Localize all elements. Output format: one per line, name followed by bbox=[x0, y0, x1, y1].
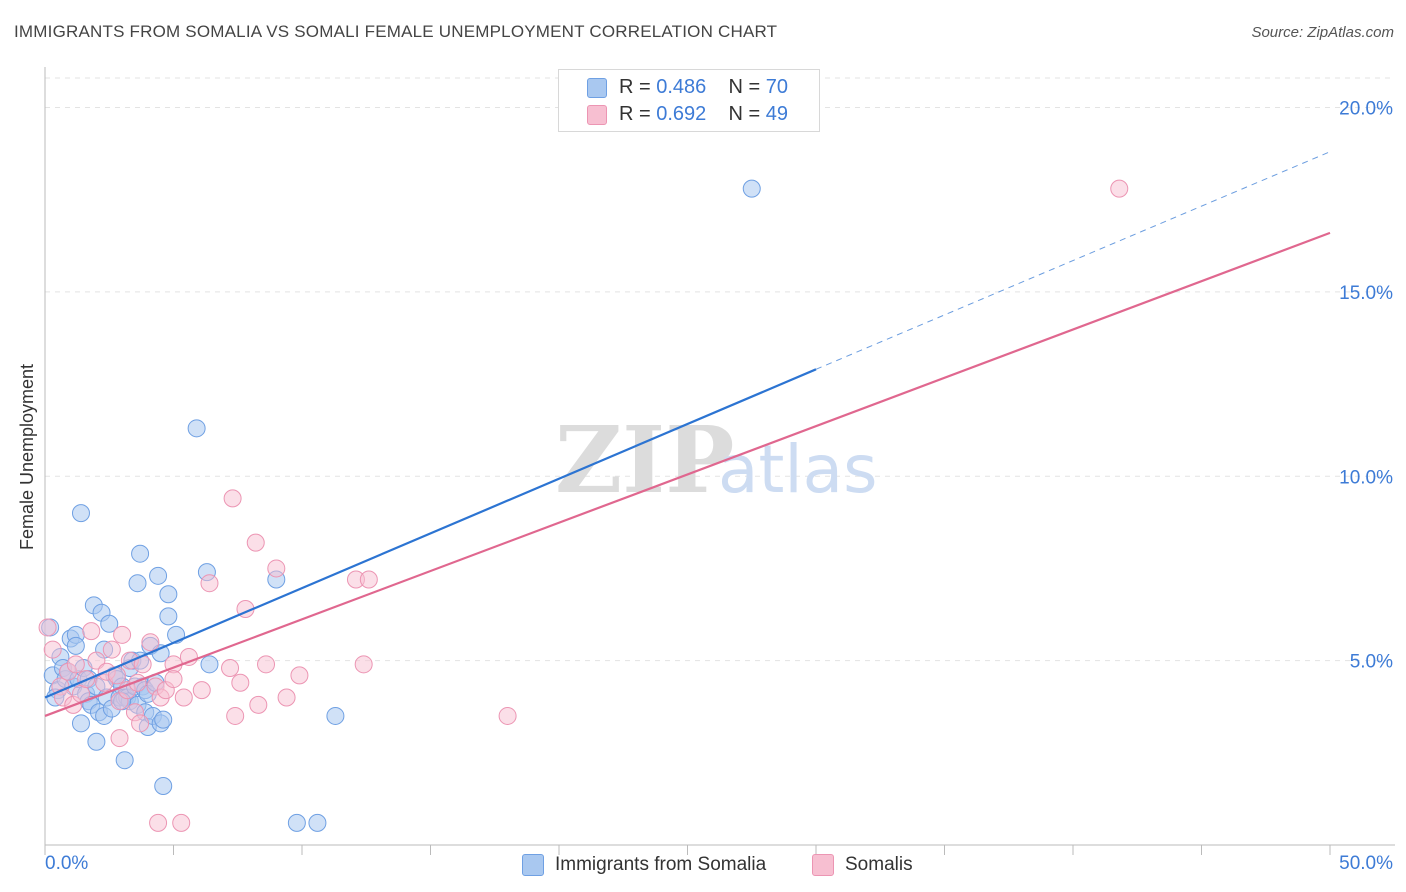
bottom-legend-swatch-blue bbox=[522, 854, 544, 876]
legend-swatch-pink bbox=[587, 105, 607, 125]
data-point-immigrants bbox=[326, 706, 345, 725]
data-point-immigrants bbox=[742, 179, 761, 198]
legend-r-label: R = bbox=[619, 103, 657, 125]
data-point-somalis bbox=[354, 655, 373, 674]
data-point-somalis bbox=[38, 618, 57, 637]
stats-legend: R = 0.486 N = 70 R = 0.692 N = 49 bbox=[558, 69, 820, 132]
data-point-somalis bbox=[249, 695, 268, 714]
data-point-somalis bbox=[82, 622, 101, 641]
data-point-immigrants bbox=[131, 544, 150, 563]
y-tick-label: 10.0% bbox=[1339, 467, 1393, 488]
data-point-somalis bbox=[102, 640, 121, 659]
data-point-somalis bbox=[231, 673, 250, 692]
data-point-somalis bbox=[1110, 179, 1129, 198]
legend-n-label: N = bbox=[728, 76, 766, 98]
data-point-somalis bbox=[174, 688, 193, 707]
trend-line-immigrants-extension bbox=[815, 151, 1331, 370]
watermark-zip: ZIP bbox=[555, 406, 734, 514]
source-label: Source: ZipAtlas.com bbox=[1251, 24, 1394, 41]
trend-line-somalis bbox=[44, 231, 1331, 717]
data-point-somalis bbox=[113, 625, 132, 644]
data-point-immigrants bbox=[154, 710, 173, 729]
data-point-somalis bbox=[200, 574, 219, 593]
data-point-immigrants bbox=[159, 607, 178, 626]
y-axis-label: Female Unemployment bbox=[17, 364, 37, 550]
bottom-legend-label: Immigrants from Somalia bbox=[555, 854, 767, 875]
y-tick-label: 20.0% bbox=[1339, 99, 1393, 120]
data-point-immigrants bbox=[115, 751, 134, 770]
data-point-somalis bbox=[87, 651, 106, 670]
data-point-somalis bbox=[141, 633, 160, 652]
legend-n-label: N = bbox=[728, 103, 766, 125]
data-point-somalis bbox=[257, 655, 276, 674]
watermark: ZIP atlas bbox=[555, 406, 878, 514]
x-tick-label: 0.0% bbox=[45, 853, 88, 874]
data-point-immigrants bbox=[71, 714, 90, 733]
data-point-immigrants bbox=[287, 813, 306, 832]
data-point-immigrants bbox=[159, 585, 178, 604]
data-point-immigrants bbox=[187, 419, 206, 438]
series-somalis-points bbox=[38, 179, 1129, 832]
data-point-somalis bbox=[226, 706, 245, 725]
data-point-somalis bbox=[246, 533, 265, 552]
trend-lines bbox=[44, 151, 1331, 717]
data-point-immigrants bbox=[149, 566, 168, 585]
data-point-immigrants bbox=[71, 504, 90, 523]
data-point-somalis bbox=[110, 729, 129, 748]
legend-r-value: 0.486 bbox=[656, 76, 707, 98]
tick-labels: 5.0% 10.0% 15.0% 20.0% 0.0% 50.0% bbox=[45, 99, 1393, 875]
data-point-somalis bbox=[221, 659, 240, 677]
data-point-somalis bbox=[498, 706, 517, 725]
legend-r-label: R = bbox=[619, 76, 657, 98]
legend-r-value: 0.692 bbox=[656, 103, 707, 125]
trend-line-immigrants bbox=[44, 368, 817, 699]
x-tick-label: 50.0% bbox=[1339, 853, 1393, 874]
legend-n-value: 70 bbox=[765, 76, 789, 98]
data-point-somalis bbox=[359, 570, 378, 589]
bottom-legend-label: Somalis bbox=[845, 854, 913, 875]
data-point-somalis bbox=[277, 688, 296, 707]
data-point-immigrants bbox=[87, 732, 106, 751]
legend-n-value: 49 bbox=[765, 103, 789, 125]
y-tick-label: 5.0% bbox=[1350, 652, 1393, 673]
data-point-somalis bbox=[164, 670, 183, 689]
data-point-somalis bbox=[43, 640, 62, 659]
data-point-somalis bbox=[290, 666, 309, 685]
data-point-immigrants bbox=[154, 777, 173, 795]
grid-lines bbox=[45, 77, 1395, 662]
legend-swatch-blue bbox=[587, 78, 607, 98]
watermark-atlas: atlas bbox=[718, 431, 878, 508]
data-point-somalis bbox=[192, 681, 211, 700]
data-point-somalis bbox=[223, 489, 242, 508]
data-point-immigrants bbox=[128, 574, 147, 593]
data-point-somalis bbox=[66, 655, 85, 674]
data-point-immigrants bbox=[66, 636, 85, 655]
data-point-immigrants bbox=[100, 614, 119, 633]
data-point-immigrants bbox=[200, 655, 219, 674]
data-point-somalis bbox=[267, 559, 286, 578]
data-point-somalis bbox=[149, 813, 168, 832]
chart-title: IMMIGRANTS FROM SOMALIA VS SOMALI FEMALE… bbox=[14, 22, 778, 41]
bottom-legend-swatch-pink bbox=[812, 854, 834, 876]
data-point-somalis bbox=[172, 813, 191, 832]
data-point-somalis bbox=[131, 714, 150, 733]
data-point-immigrants bbox=[308, 813, 327, 832]
y-tick-label: 15.0% bbox=[1339, 283, 1393, 304]
